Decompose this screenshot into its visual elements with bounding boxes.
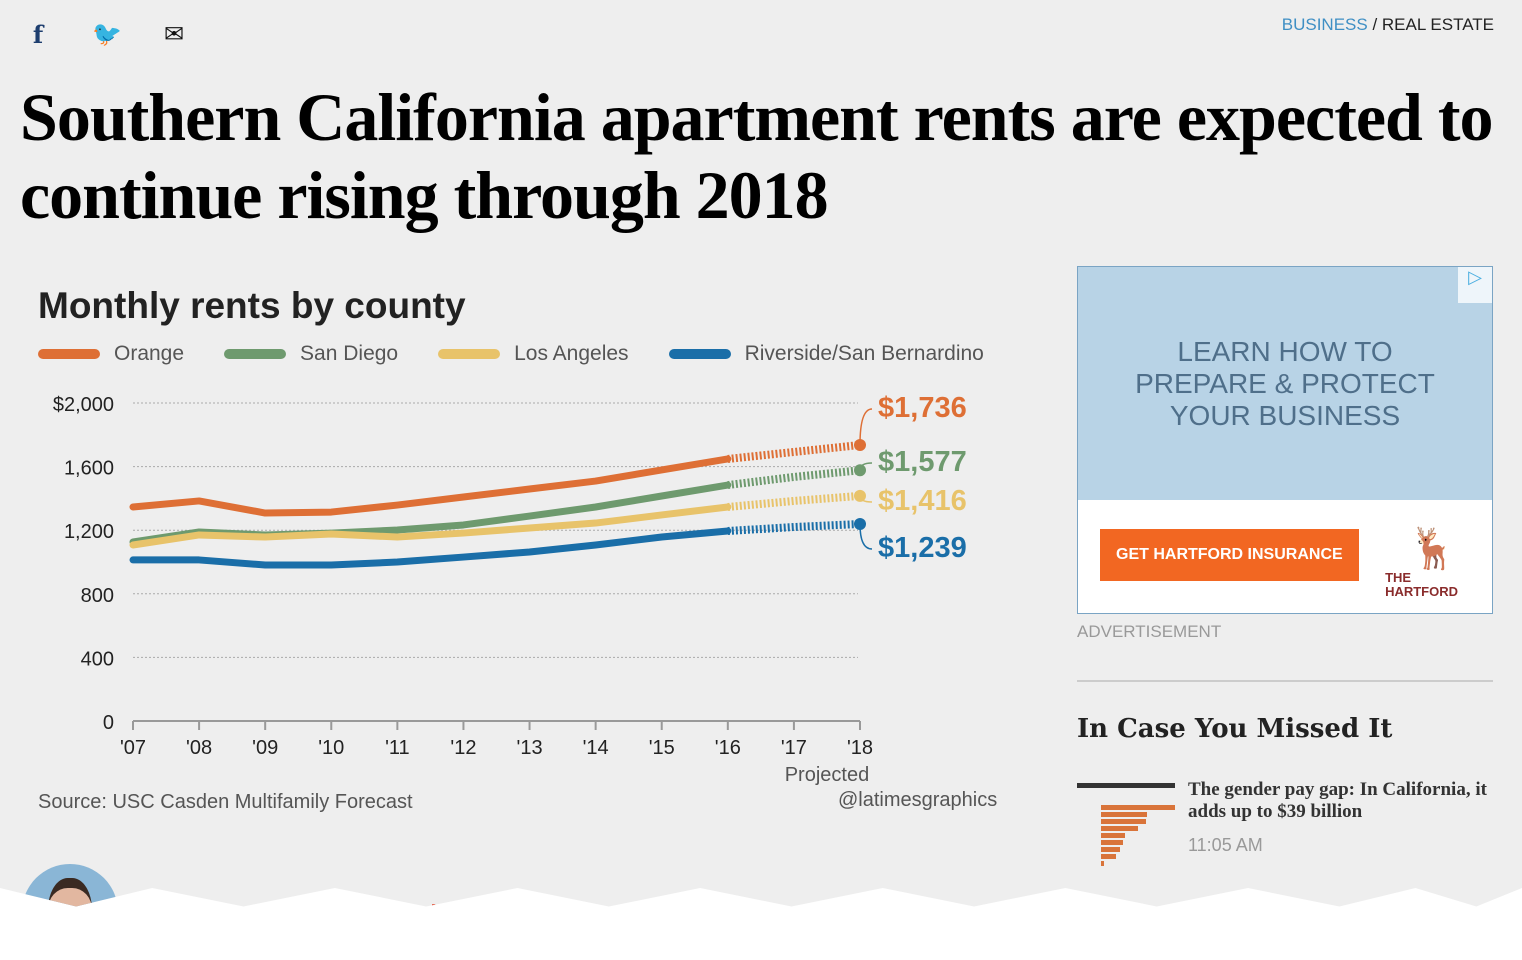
chart-source: Source: USC Casden Multifamily Forecast xyxy=(38,791,413,813)
series-endpoint-1 xyxy=(854,464,866,477)
legend-item: Orange xyxy=(38,342,184,366)
legend-item: Los Angeles xyxy=(438,342,629,366)
series-line-2 xyxy=(129,503,732,549)
series-line-0 xyxy=(129,455,732,517)
x-tick-label: '09 xyxy=(252,737,278,759)
divider xyxy=(1077,680,1493,682)
legend-item: San Diego xyxy=(224,342,398,366)
author-link[interactable]: Andrew Khouri xyxy=(176,900,338,922)
end-value-label: $1,577 xyxy=(878,446,967,478)
legend-label: San Diego xyxy=(300,342,399,365)
byline-separator: · xyxy=(337,900,356,922)
x-tick-label: '15 xyxy=(649,737,675,759)
legend-swatch xyxy=(668,349,731,359)
chart-title: Monthly rents by county xyxy=(38,285,466,326)
y-tick-label: 1,200 xyxy=(64,521,114,543)
byline-by: By xyxy=(146,900,171,922)
x-tick-label: '07 xyxy=(120,737,146,759)
legend-label: Riverside/San Bernardino xyxy=(744,342,984,365)
series-projection-1 xyxy=(727,466,861,490)
legend-item: Riverside/San Bernardino xyxy=(668,342,984,366)
advertisement[interactable]: LEARN HOW TO PREPARE & PROTECT YOUR BUSI… xyxy=(1077,266,1493,614)
icymi-heading: In Case You Missed It xyxy=(1077,714,1393,744)
endpoint-leader xyxy=(859,495,873,503)
article-page: f 🐦 ✉ BUSINESS / REAL ESTATE Southern Ca… xyxy=(0,0,1522,922)
series-projection-2 xyxy=(727,491,861,511)
end-value-label: $1,239 xyxy=(878,532,967,564)
email-icon[interactable]: ✉ xyxy=(163,21,185,48)
end-value-label: $1,416 xyxy=(878,485,967,517)
endpoint-leader xyxy=(859,408,873,445)
x-tick-label: '17 xyxy=(781,737,807,759)
breadcrumb-real-estate[interactable]: REAL ESTATE xyxy=(1381,15,1494,34)
story-item: The gender pay gap: In California, it ad… xyxy=(1188,779,1508,856)
series-projection-0 xyxy=(727,440,861,463)
chart-credit: @latimesgraphics xyxy=(838,789,998,811)
x-tick-label: '11 xyxy=(385,737,410,759)
y-tick-label: $2,000 xyxy=(53,394,114,416)
x-tick-label: '14 xyxy=(583,737,609,759)
hartford-logo: 🦌 THE HARTFORD xyxy=(1385,527,1458,599)
endpoint-leader xyxy=(859,462,873,471)
twitter-icon[interactable]: 🐦 xyxy=(92,21,122,48)
x-tick-label: '10 xyxy=(318,737,344,759)
author-avatar[interactable] xyxy=(22,864,118,907)
x-tick-label: '13 xyxy=(517,737,543,759)
contact-reporter-link[interactable]: Contact Reporter xyxy=(355,900,541,922)
byline: By Andrew Khouri · Contact Reporter xyxy=(146,900,541,922)
breadcrumb-business[interactable]: BUSINESS xyxy=(1281,15,1368,34)
line-chart: 0 400 800 1,200 1,600 $2,000 '07 '08 '09 '10 '11 '1… xyxy=(53,392,967,786)
ad-label: ADVERTISEMENT xyxy=(1077,622,1222,641)
x-tick-label: '12 xyxy=(450,737,476,759)
facebook-icon[interactable]: f xyxy=(32,20,44,49)
story-link[interactable]: The gender pay gap: In California, it ad… xyxy=(1188,779,1487,822)
endpoint-leader xyxy=(859,523,873,550)
end-value-label: $1,736 xyxy=(878,392,967,424)
x-tick-label: '08 xyxy=(186,737,212,759)
y-tick-label: 0 xyxy=(103,712,114,734)
ad-cta-button[interactable]: GET HARTFORD INSURANCE xyxy=(1100,529,1359,581)
adchoices-icon[interactable]: ▷ xyxy=(1458,267,1492,303)
legend-label: Los Angeles xyxy=(514,342,629,365)
projected-label: Projected xyxy=(785,764,870,786)
share-bar: f 🐦 ✉ xyxy=(24,20,188,49)
chart-legend: Orange San Diego Los Angeles Riverside/San … xyxy=(38,342,984,366)
series-endpoint-0 xyxy=(854,438,866,451)
breadcrumb-separator: / xyxy=(1367,15,1382,34)
story-thumbnail[interactable] xyxy=(1077,783,1175,878)
legend-swatch xyxy=(438,349,501,359)
y-tick-label: 1,600 xyxy=(64,458,114,480)
headline: Southern California apartment rents are … xyxy=(20,79,1494,233)
legend-swatch xyxy=(224,349,287,359)
x-tick-label: '18 xyxy=(847,737,873,759)
y-tick-label: 400 xyxy=(81,648,114,670)
x-tick-label: '16 xyxy=(715,737,741,759)
breadcrumb: BUSINESS / REAL ESTATE xyxy=(1282,15,1494,35)
legend-label: Orange xyxy=(114,342,185,365)
series-line-3 xyxy=(129,527,732,569)
y-tick-label: 800 xyxy=(81,585,114,607)
legend-swatch xyxy=(38,349,100,359)
ad-headline[interactable]: LEARN HOW TO PREPARE & PROTECT YOUR BUSI… xyxy=(1078,267,1492,500)
story-time: 11:05 AM xyxy=(1188,835,1263,855)
